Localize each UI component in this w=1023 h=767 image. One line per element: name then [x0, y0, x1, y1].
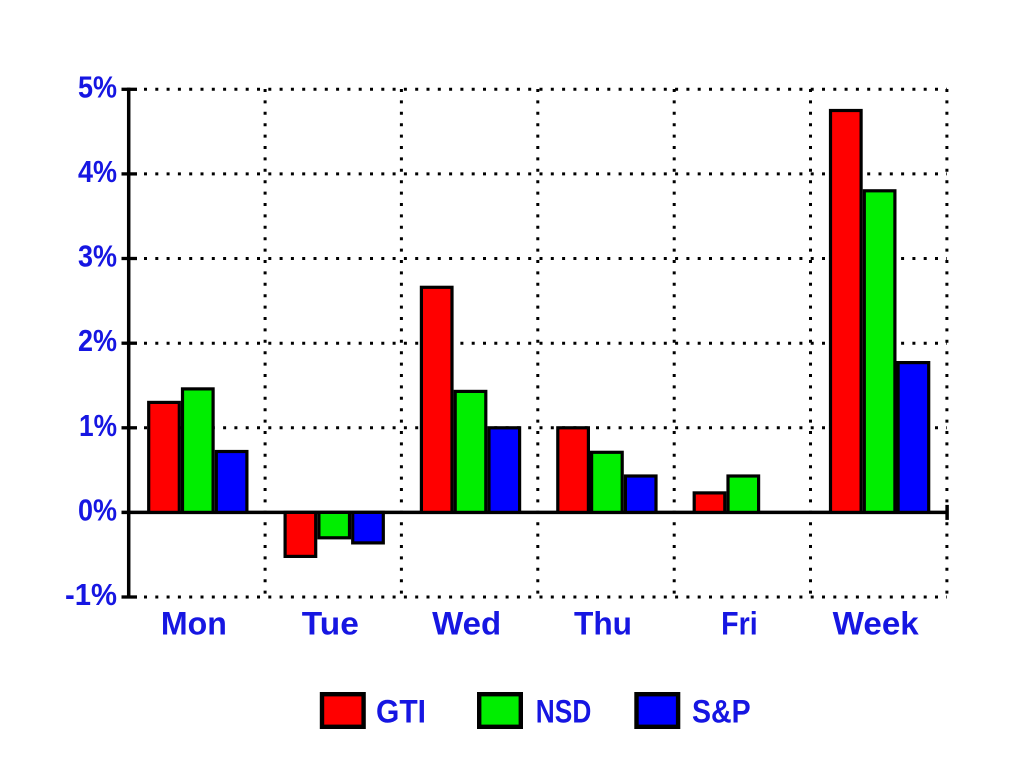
svg-text:Fri: Fri: [721, 606, 758, 642]
svg-text:1%: 1%: [79, 408, 117, 443]
svg-text:4%: 4%: [78, 154, 117, 189]
svg-text:NSD: NSD: [536, 694, 592, 730]
svg-text:Thu: Thu: [574, 606, 632, 642]
svg-text:Mon: Mon: [161, 606, 227, 642]
svg-text:2%: 2%: [78, 323, 117, 358]
svg-text:3%: 3%: [78, 239, 117, 274]
svg-text:Tue: Tue: [302, 606, 359, 642]
svg-text:0%: 0%: [78, 492, 117, 527]
svg-text:Wed: Wed: [432, 606, 501, 642]
svg-text:GTI: GTI: [376, 694, 426, 730]
svg-text:Week: Week: [833, 606, 919, 642]
svg-text:-1%: -1%: [65, 577, 117, 612]
svg-text:5%: 5%: [78, 69, 117, 104]
svg-text:S&P: S&P: [692, 694, 751, 730]
